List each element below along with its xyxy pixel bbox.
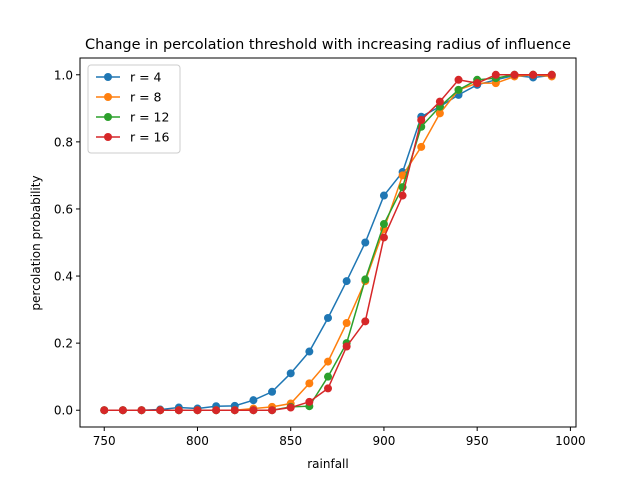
legend-marker	[104, 113, 112, 121]
data-point	[193, 406, 202, 415]
data-point	[268, 387, 277, 396]
y-axis: 0.0 0.2 0.4 0.6 0.8 1.0	[54, 68, 80, 418]
y-tick-label: 0.0	[54, 404, 73, 418]
data-point	[286, 369, 295, 378]
x-tick-label: 800	[186, 434, 209, 448]
data-point	[342, 277, 351, 286]
data-point	[529, 70, 538, 79]
data-point	[510, 70, 519, 79]
plot-frame	[79, 57, 577, 428]
data-point	[230, 406, 239, 415]
data-point	[324, 384, 332, 393]
legend-marker	[104, 133, 112, 141]
legend-item: r = 4	[96, 70, 162, 85]
data-point	[361, 317, 370, 326]
data-point	[379, 191, 388, 200]
data-point	[473, 79, 482, 88]
legend-item: r = 16	[96, 130, 170, 145]
data-point	[491, 70, 500, 79]
data-point	[305, 397, 314, 406]
data-point	[361, 238, 370, 247]
data-point	[249, 406, 258, 415]
data-point	[435, 109, 444, 118]
data-point	[118, 406, 127, 415]
data-point	[342, 342, 351, 351]
data-point	[398, 191, 407, 200]
data-point	[137, 406, 146, 415]
x-axis-label: rainfall	[307, 457, 348, 471]
data-point	[379, 220, 388, 229]
data-point	[305, 379, 314, 388]
legend: r = 4 r = 8 r = 12 r = 16	[87, 64, 181, 154]
x-axis: 750 800 850 900 950 1000	[93, 427, 586, 448]
data-point	[398, 171, 407, 180]
data-point	[435, 97, 444, 106]
data-point	[212, 406, 221, 415]
data-point	[324, 357, 332, 366]
data-point	[268, 406, 277, 415]
data-point	[305, 347, 314, 356]
x-tick-label: 750	[93, 434, 116, 448]
x-tick-label: 950	[466, 434, 489, 448]
data-point	[342, 319, 351, 328]
data-point	[454, 75, 463, 84]
y-tick-label: 1.0	[54, 68, 73, 82]
legend-label: r = 8	[130, 90, 162, 105]
chart-title: Change in percolation threshold with inc…	[85, 37, 571, 53]
data-point	[286, 403, 295, 412]
legend-label: r = 16	[130, 130, 170, 145]
x-tick-label: 1000	[555, 434, 586, 448]
data-point	[417, 116, 426, 125]
data-point	[324, 372, 332, 381]
y-axis-label: percolation probability	[29, 175, 43, 310]
data-point	[324, 313, 332, 322]
series-4	[100, 70, 556, 415]
data-point	[417, 142, 426, 151]
legend-marker	[104, 73, 112, 81]
legend-marker	[104, 93, 112, 101]
series-layer	[100, 70, 556, 415]
y-tick-label: 0.6	[54, 202, 73, 216]
legend-item: r = 12	[96, 110, 169, 125]
legend-label: r = 4	[130, 70, 162, 85]
y-tick-label: 0.4	[54, 270, 73, 284]
legend-item: r = 8	[96, 90, 162, 105]
y-tick-label: 0.8	[54, 135, 73, 149]
data-point	[361, 275, 370, 284]
y-tick-label: 0.2	[54, 337, 73, 351]
data-point	[547, 70, 556, 79]
data-point	[249, 396, 258, 405]
data-point	[174, 406, 183, 415]
legend-label: r = 12	[130, 110, 169, 125]
x-tick-label: 900	[372, 434, 395, 448]
x-tick-label: 850	[279, 434, 302, 448]
data-point	[100, 406, 109, 415]
data-point	[156, 406, 165, 415]
data-point	[454, 85, 463, 94]
legend-box	[87, 64, 181, 154]
data-point	[379, 233, 388, 242]
